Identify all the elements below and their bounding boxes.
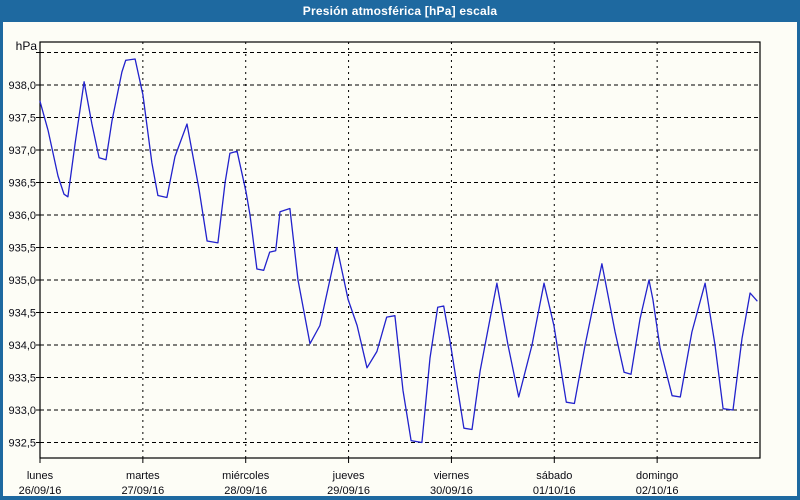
x-day-date: 29/09/16 [327, 485, 370, 497]
x-day-date: 30/09/16 [430, 485, 473, 497]
plot-border [39, 41, 761, 459]
x-day-name: lunes [27, 470, 54, 482]
x-day-date: 28/09/16 [224, 485, 267, 497]
x-day-date: 01/10/16 [533, 485, 576, 497]
y-tick-label: 938,0 [8, 80, 36, 92]
x-day-name: miércoles [222, 470, 270, 482]
y-tick-label: 933,0 [8, 405, 36, 417]
x-day-name: viernes [434, 470, 470, 482]
pressure-chart: 938,0 937,5 937,0 936,5 936,0 935,5 935,0 934,5… [0, 22, 800, 500]
window-title: Presión atmosférica [hPa] escala [302, 4, 498, 18]
y-tick-label: 936,5 [8, 178, 36, 190]
x-day-name: martes [126, 470, 160, 482]
y-tick-label: 935,0 [8, 275, 36, 287]
x-day-name: domingo [636, 470, 678, 482]
window-titlebar: Presión atmosférica [hPa] escala [0, 0, 800, 22]
x-day-date: 26/09/16 [19, 485, 62, 497]
pressure-line [39, 58, 758, 444]
y-tick-label: 934,0 [8, 340, 36, 352]
y-tick-label: 934,5 [8, 308, 36, 320]
y-tick-label: 933,5 [8, 373, 36, 385]
y-tick-label: 937,5 [8, 113, 36, 125]
x-day-name: sábado [536, 470, 572, 482]
y-axis-unit-label: hPa [16, 39, 38, 53]
y-tick-label: 932,5 [8, 438, 36, 450]
y-tick-label: 936,0 [8, 210, 36, 222]
x-day-date: 02/10/16 [636, 485, 679, 497]
chart-canvas: 938,0 937,5 937,0 936,5 936,0 935,5 935,0 934,5… [8, 39, 761, 497]
x-day-date: 27/09/16 [121, 485, 164, 497]
y-tick-label: 937,0 [8, 145, 36, 157]
x-day-name: jueves [332, 470, 365, 482]
y-tick-label: 935,5 [8, 243, 36, 255]
